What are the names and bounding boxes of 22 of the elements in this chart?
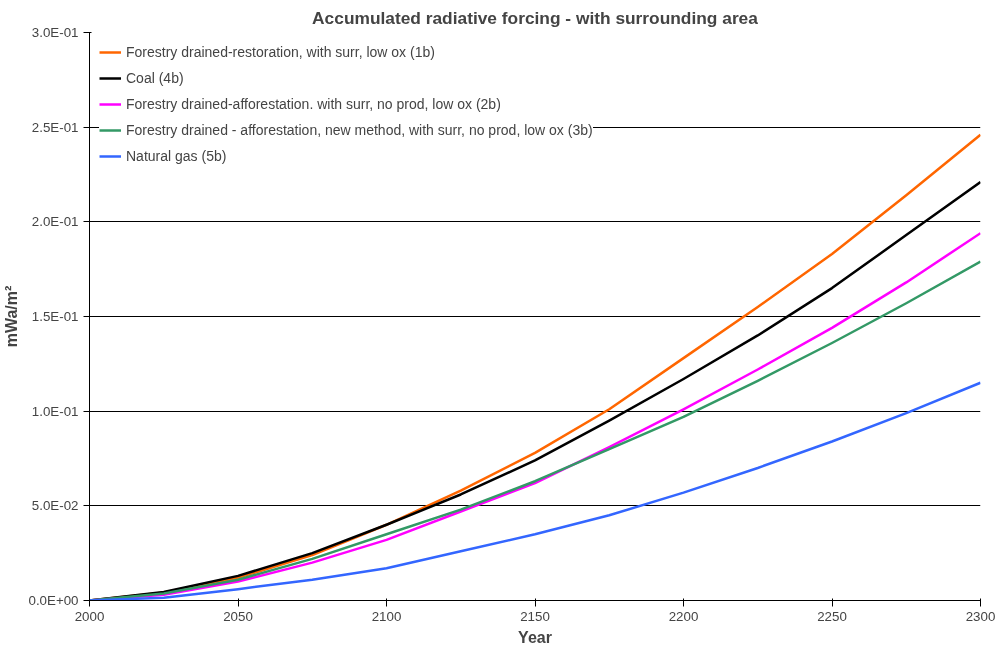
y-tick-label: 2.0E-01 (31, 214, 79, 230)
y-tick-label: 1.5E-01 (31, 309, 79, 324)
y-tick-label: 0.0E+00 (28, 593, 79, 608)
chart-title: Accumulated radiative forcing - with surrounding area (312, 7, 759, 28)
y-axis-title: mWa/m² (3, 285, 21, 348)
x-tick-label: 2250 (817, 608, 847, 624)
y-tick-label: 1.0E-01 (31, 403, 79, 419)
legend-label: Forestry drained - afforestation, new method, with surr, no prod, low ox (3b) (126, 122, 593, 138)
x-axis-title: Year (518, 628, 552, 646)
y-tick-label: 2.5E-01 (31, 119, 79, 135)
x-tick-label: 2200 (668, 608, 699, 624)
x-tick-label: 2050 (223, 608, 253, 624)
legend-label: Forestry drained-restoration, with surr, low ox (1b) (126, 44, 435, 60)
legend-label: Forestry drained-afforestation. with surr, no prod, low ox (2b) (126, 96, 501, 112)
legend-label: Natural gas (5b) (126, 148, 227, 164)
y-tick-label: 5.0E-02 (31, 498, 79, 514)
legend-label: Coal (4b) (126, 70, 184, 86)
x-tick-label: 2300 (965, 608, 996, 624)
y-tick-label: 3.0E-01 (31, 25, 79, 40)
x-tick-label: 2100 (371, 608, 402, 624)
x-tick-label: 2150 (520, 608, 550, 624)
x-tick-label: 2000 (74, 608, 105, 624)
